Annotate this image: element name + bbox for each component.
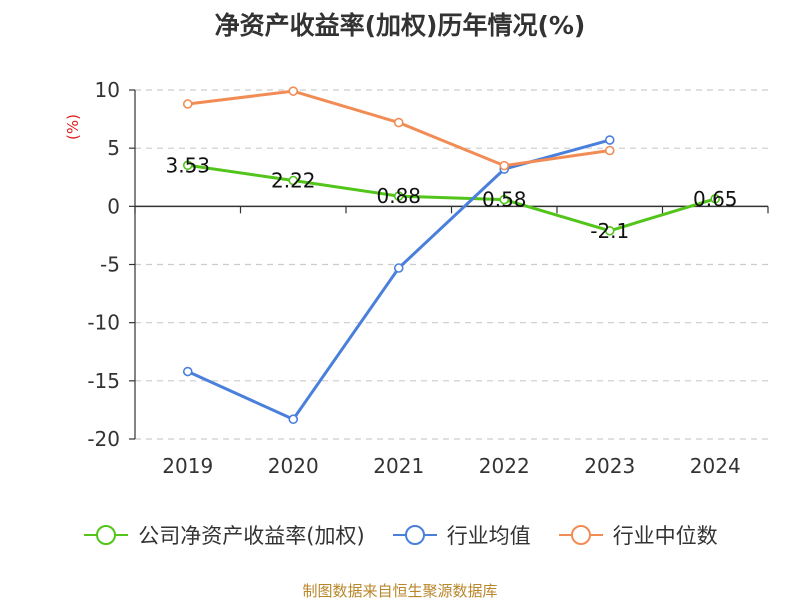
data-point [604,145,615,156]
data-label: -2.1 [590,219,629,243]
data-label: 2.22 [271,169,316,193]
x-tick-label: 2023 [584,454,635,478]
data-point [182,366,193,377]
data-point [710,193,721,204]
legend-swatch-icon [558,525,603,545]
legend-swatch-marker [96,525,117,545]
x-tick-label: 2021 [373,454,424,478]
x-tick-label: 2020 [268,454,319,478]
y-tick-label: 0 [107,194,120,218]
data-point [393,191,404,201]
y-tick-label: -10 [87,311,120,335]
legend: 公司净资产收益率(加权) 行业均值 行业中位数 [0,520,800,550]
data-point [288,86,299,96]
legend-item-2: 行业中位数 [557,520,718,550]
source-note: 制图数据来自恒生聚源数据库 [302,582,498,600]
legend-label: 行业均值 [446,524,531,548]
data-label: 0.58 [482,188,527,212]
series-line-1 [186,138,612,421]
data-point [393,117,404,128]
x-tick-label: 2022 [479,454,530,478]
series-line-0 [186,163,717,233]
series-line-2 [186,89,612,168]
legend-label: 行业中位数 [612,524,718,548]
y-tick-label: 10 [95,78,120,102]
data-label: 0.88 [376,184,421,208]
data-point [499,194,510,205]
data-point [288,414,299,425]
legend-label: 公司净资产收益率(加权) [138,524,365,548]
y-tick-label: 5 [107,136,120,160]
legend-item-0: 公司净资产收益率(加权) [82,520,365,550]
y-axis-label: (%) [64,114,82,140]
legend-swatch-icon [392,525,437,545]
data-point [604,225,615,236]
data-point [288,175,299,186]
data-point [604,135,615,145]
chart-title: 净资产收益率(加权)历年情况(%) [214,11,586,40]
legend-swatch-marker [570,525,591,545]
data-point [393,263,404,273]
data-point [182,160,193,171]
legend-swatch-icon [84,525,129,545]
data-label: 3.53 [165,153,210,177]
x-tick-label: 2024 [690,454,741,478]
x-tick-label: 2019 [162,454,213,478]
legend-swatch-marker [404,525,425,545]
legend-item-1: 行业均值 [391,520,531,550]
data-point [182,99,193,109]
data-point [499,160,510,171]
y-tick-label: -5 [100,253,120,277]
y-tick-label: -20 [87,427,120,451]
y-tick-label: -15 [87,369,120,393]
data-label: 0.65 [693,187,738,211]
